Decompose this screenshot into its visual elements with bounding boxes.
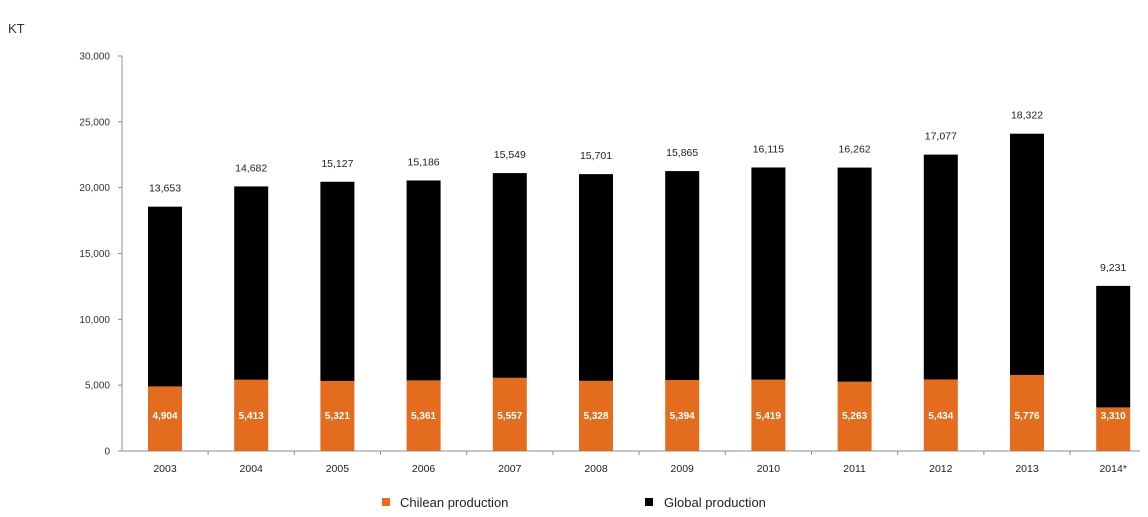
x-category-label: 2003 [153, 463, 177, 475]
bar-chilean-production [579, 380, 613, 451]
bar-global-production [837, 167, 872, 382]
bar-global-production [923, 154, 958, 380]
legend: Chilean production Global production [382, 495, 766, 510]
x-category-label: 2008 [584, 463, 608, 475]
global-value-label: 15,549 [494, 149, 526, 161]
x-category-label: 2004 [240, 463, 264, 475]
bar-chilean-production [234, 379, 269, 451]
y-tick-label: 20,000 [79, 183, 110, 194]
x-category-label: 2012 [929, 463, 953, 475]
chilean-value-label: 5,394 [670, 411, 695, 422]
bar-chilean-production [837, 381, 872, 451]
chilean-value-label: 3,310 [1101, 411, 1126, 422]
chilean-value-label: 5,263 [842, 411, 867, 422]
y-tick-label: 25,000 [79, 117, 110, 128]
unit-label: KT [8, 21, 25, 36]
chilean-value-label: 4,904 [152, 411, 177, 422]
bar-chilean-production [492, 377, 527, 451]
x-category-label: 2013 [1015, 463, 1039, 475]
x-category-label: 2014* [1099, 463, 1126, 475]
bar-chilean-production [406, 380, 441, 451]
y-tick-label: 10,000 [79, 315, 110, 326]
chilean-value-label: 5,419 [756, 411, 781, 422]
global-value-label: 17,077 [925, 131, 957, 143]
legend-label: Global production [664, 495, 766, 510]
x-category-label: 2005 [326, 463, 350, 475]
legend-label: Chilean production [400, 495, 508, 510]
bar-global-production [234, 186, 269, 380]
bar-chilean-production [1010, 374, 1044, 451]
chilean-value-label: 5,776 [1014, 411, 1039, 422]
bar-chilean-production [751, 379, 786, 451]
bar-global-production [492, 173, 527, 378]
bar-global-production [751, 167, 786, 380]
bar-global-production [1096, 285, 1131, 408]
bar-chilean-production [148, 386, 182, 451]
data-labels: 2003 4,904 13,653 2004 5,413 14,682 2005 5,321 1… [149, 110, 1127, 475]
chilean-value-label: 5,434 [928, 411, 953, 422]
y-tick-label: 30,000 [79, 52, 110, 63]
legend-swatch [645, 498, 653, 506]
bar-global-production [320, 181, 355, 381]
x-category-label: 2006 [412, 463, 436, 475]
global-value-label: 16,262 [839, 144, 871, 156]
bar-chilean-production [1096, 407, 1131, 451]
y-tick-label: 15,000 [79, 249, 110, 260]
bar-chilean-production [320, 380, 355, 451]
bar-global-production [665, 171, 700, 380]
y-tick-label: 5,000 [85, 381, 110, 392]
legend-swatch [382, 498, 390, 506]
bar-global-production [579, 174, 613, 381]
chilean-value-label: 5,361 [411, 411, 436, 422]
global-value-label: 15,186 [408, 156, 440, 168]
chilean-value-label: 5,557 [497, 411, 522, 422]
bars [148, 133, 1131, 451]
global-value-label: 14,682 [235, 162, 267, 174]
axes: 0 5,000 10,000 15,000 20,000 25,000 30,000 [79, 52, 1140, 458]
global-value-label: 18,322 [1011, 110, 1043, 122]
x-category-label: 2011 [843, 463, 866, 475]
global-value-label: 15,127 [321, 158, 353, 170]
bar-global-production [406, 180, 441, 381]
global-value-label: 15,701 [580, 150, 612, 162]
x-category-label: 2010 [757, 463, 781, 475]
global-value-label: 16,115 [753, 143, 784, 155]
global-value-label: 9,231 [1100, 262, 1126, 274]
global-value-label: 13,653 [149, 183, 181, 195]
bar-chilean-production [923, 379, 958, 451]
bar-chilean-production [665, 379, 700, 451]
x-category-label: 2007 [498, 463, 522, 475]
chilean-value-label: 5,413 [239, 411, 264, 422]
chilean-value-label: 5,321 [325, 411, 350, 422]
y-tick-label: 0 [104, 447, 110, 458]
x-category-label: 2009 [671, 463, 695, 475]
bar-global-production [1010, 133, 1044, 375]
chilean-value-label: 5,328 [583, 411, 608, 422]
global-value-label: 15,865 [666, 147, 698, 159]
bar-global-production [148, 206, 182, 387]
